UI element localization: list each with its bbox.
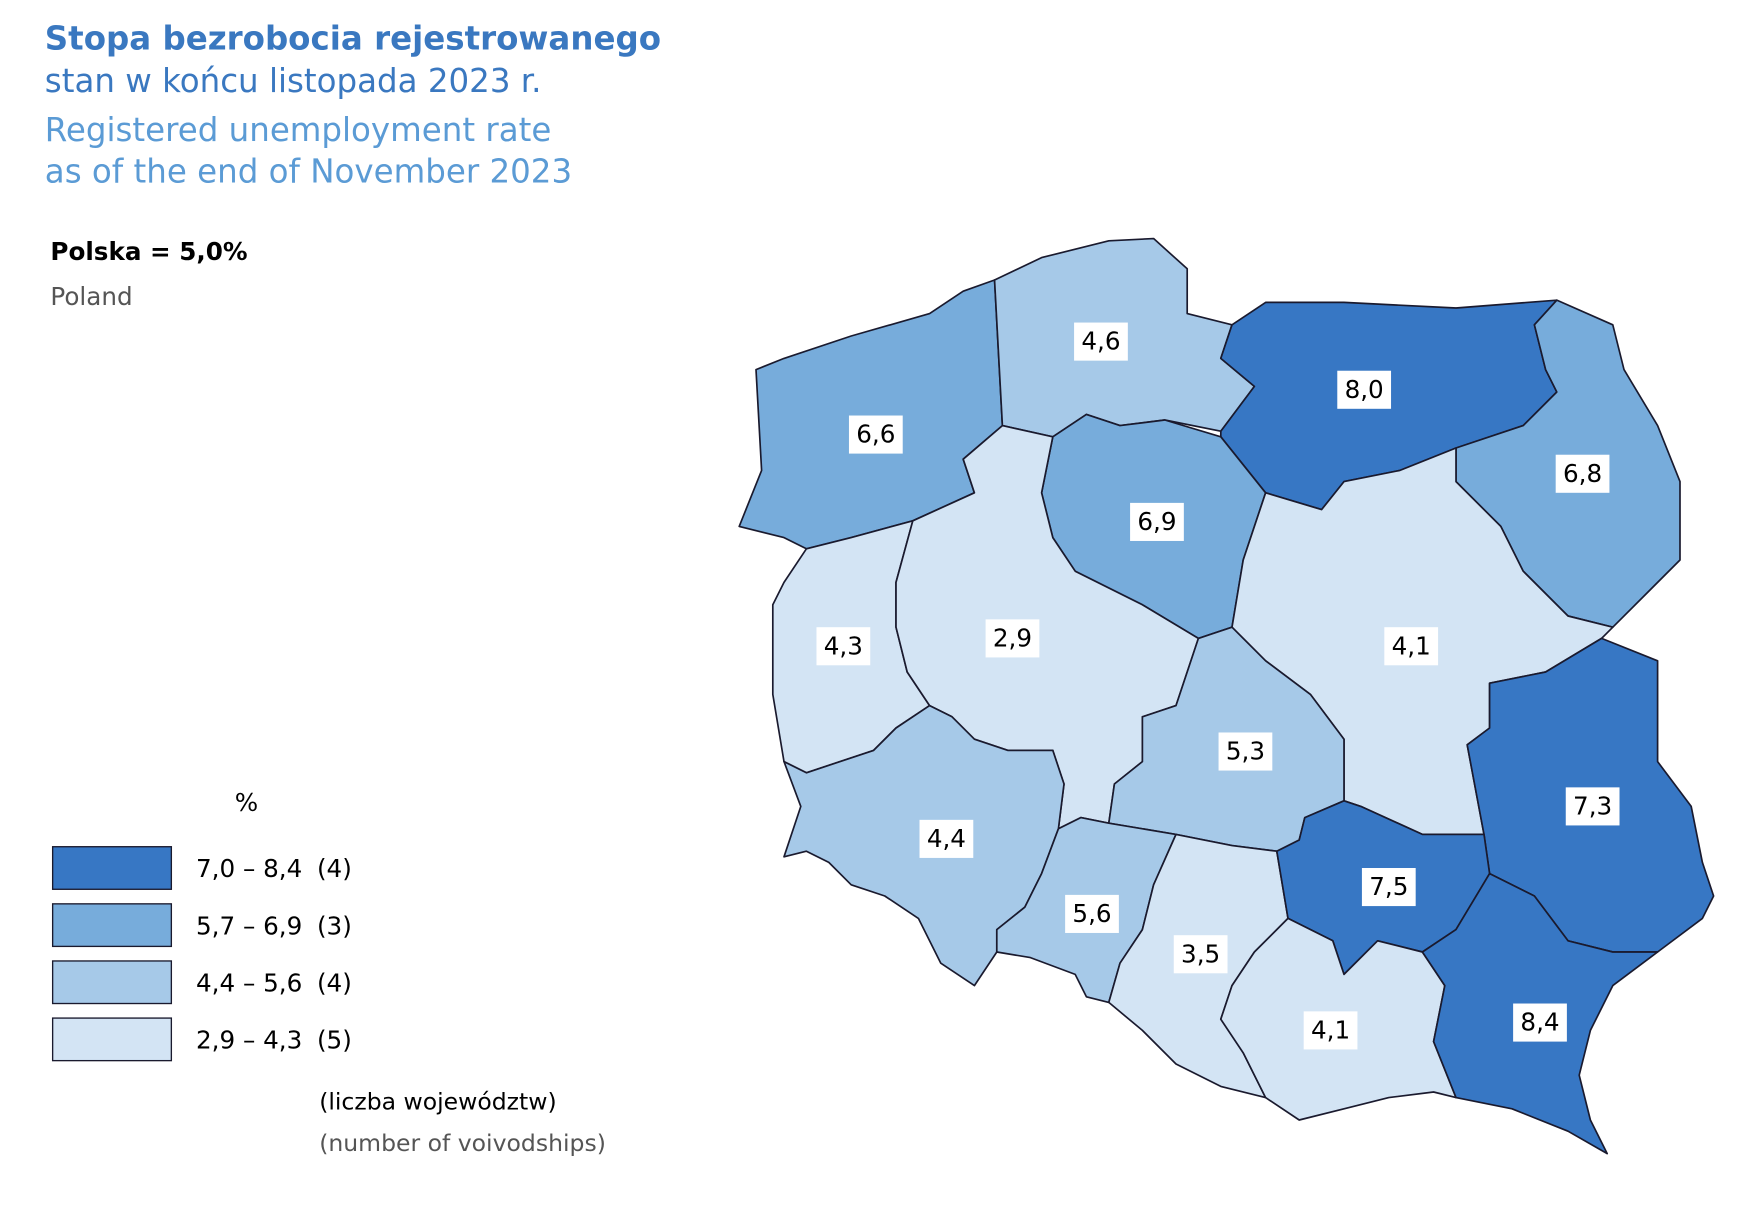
region-label: 8,4 — [1520, 1008, 1559, 1037]
legend-unit: % — [235, 788, 258, 817]
region-label-box — [919, 819, 974, 858]
region-label: 7,3 — [1573, 792, 1612, 821]
region-label-box — [1218, 732, 1273, 771]
legend-count: (5) — [317, 1026, 352, 1055]
legend-note-en: (number of voivodships) — [319, 1129, 606, 1157]
region-label-box — [1555, 454, 1610, 493]
region-label-box — [1130, 502, 1184, 541]
region-label: 6,9 — [1137, 507, 1176, 536]
legend-label: 7,0 – 8,4 — [196, 854, 302, 883]
region-label: 4,4 — [927, 824, 966, 853]
subtitle-en: as of the end of November 2023 — [45, 153, 572, 191]
region-label-box — [1173, 935, 1228, 974]
region-label-box — [1065, 894, 1119, 933]
region-label: 4,6 — [1081, 327, 1120, 356]
content: Stopa bezrobocia rejestrowanego stan w k… — [45, 19, 1715, 1157]
region-label: 6,8 — [1563, 459, 1602, 488]
region-label-box — [1361, 868, 1416, 907]
region-label: 4,3 — [824, 631, 863, 660]
region-label-box — [1513, 1003, 1567, 1042]
region-label: 8,0 — [1345, 375, 1384, 404]
legend-swatch — [51, 1017, 173, 1062]
legend-label: 4,4 – 5,6 — [196, 968, 302, 997]
country-label-en: Poland — [50, 282, 132, 311]
region-label-box — [816, 627, 871, 666]
legend-swatch — [51, 846, 173, 890]
title-en: Registered unemployment rate — [45, 111, 552, 149]
legend-count: (4) — [317, 968, 352, 997]
country-label: Polska = 5,0% — [50, 237, 247, 266]
region-label: 3,5 — [1181, 939, 1220, 968]
region-label: 6,6 — [856, 420, 895, 449]
legend-label: 5,7 – 6,9 — [196, 911, 302, 940]
region-label: 4,1 — [1392, 631, 1431, 660]
region-label: 5,6 — [1072, 899, 1111, 928]
region-label-box — [1565, 787, 1620, 826]
region-label-box — [1074, 322, 1128, 361]
legend-swatch — [51, 903, 173, 948]
legend-count: (4) — [317, 854, 352, 883]
region-label-box — [848, 415, 903, 454]
region-label-box — [1337, 370, 1392, 409]
region-label-box — [1303, 1011, 1358, 1050]
region-label-box — [985, 619, 1040, 658]
map: 6,6 4,6 8,0 6,8 6,9 4,3 2,9 4,1 5,3 7,3 4,4 5,6 3,5 7… — [738, 237, 1715, 1155]
region-label: 2,9 — [993, 624, 1032, 653]
legend-swatch — [51, 960, 173, 1005]
legend-note: (liczba województw) — [319, 1088, 556, 1116]
legend-label: 2,9 – 4,3 — [196, 1026, 302, 1055]
subtitle: stan w końcu listopada 2023 r. — [45, 62, 542, 100]
legend: 7,0 – 8,4 (4) 5,7 – 6,9 (3) 4,4 – 5,6 (4) 2,9 … — [51, 846, 352, 1062]
region-label-box — [1384, 627, 1439, 666]
region-label: 5,3 — [1226, 737, 1265, 766]
region-label: 4,1 — [1311, 1016, 1350, 1045]
region-label: 7,5 — [1369, 872, 1408, 901]
legend-count: (3) — [317, 911, 352, 940]
title: Stopa bezrobocia rejestrowanego — [45, 19, 661, 57]
